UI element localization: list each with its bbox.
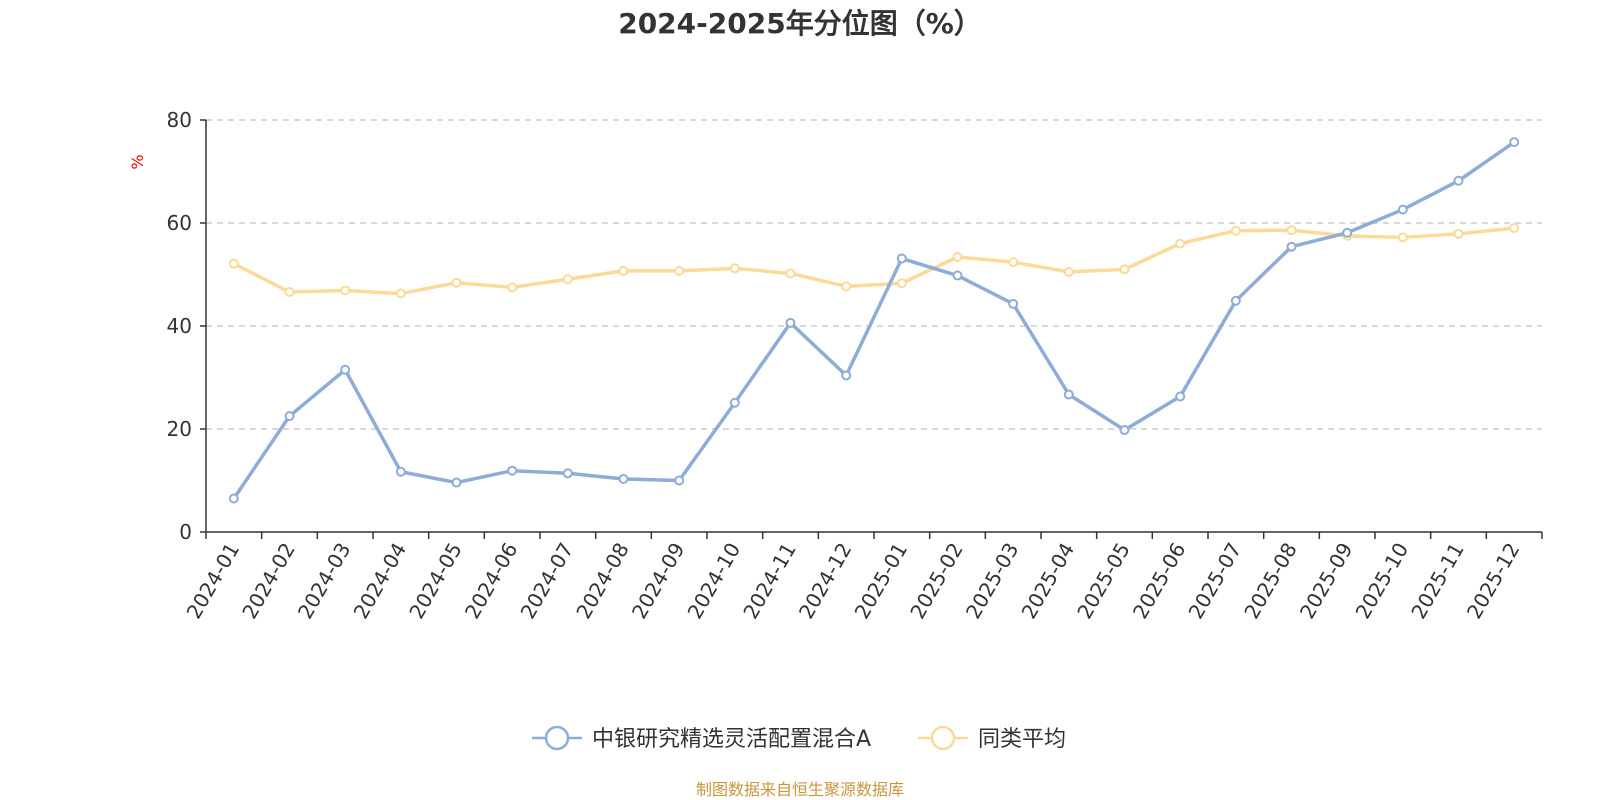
data-point[interactable] [729, 263, 740, 274]
y-tick-label: 20 [167, 417, 192, 441]
data-point[interactable] [1230, 225, 1241, 236]
x-tick-label: 2024-09 [627, 539, 690, 623]
y-tick-label: 80 [167, 108, 192, 132]
x-tick-label: 2024-01 [182, 539, 245, 623]
data-point[interactable] [1286, 225, 1297, 236]
data-point[interactable] [340, 364, 351, 375]
data-point[interactable] [896, 278, 907, 289]
x-tick-label: 2025-12 [1462, 539, 1525, 623]
x-tick-label: 2024-08 [571, 539, 634, 623]
x-tick-label: 2024-03 [293, 539, 356, 623]
x-tick-label: 2024-10 [683, 539, 746, 623]
x-tick-label: 2025-04 [1017, 539, 1080, 623]
data-point[interactable] [674, 265, 685, 276]
grid-lines [206, 119, 1542, 430]
data-point[interactable] [1397, 204, 1408, 215]
y-axis-unit: % [128, 154, 147, 169]
y-tick-label: 40 [167, 314, 192, 338]
x-tick-label: 2025-01 [850, 539, 913, 623]
data-point[interactable] [1063, 266, 1074, 277]
data-point[interactable] [618, 473, 629, 484]
axes: 0204060802024-012024-022024-032024-04202… [167, 108, 1543, 623]
x-tick-label: 2025-09 [1295, 539, 1358, 623]
data-point[interactable] [284, 287, 295, 298]
legend-item-0[interactable]: 中银研究精选灵活配置混合A [532, 725, 871, 752]
data-point[interactable] [729, 397, 740, 408]
x-tick-label: 2025-07 [1184, 539, 1247, 623]
data-point[interactable] [618, 265, 629, 276]
data-point[interactable] [896, 253, 907, 264]
data-point[interactable] [340, 285, 351, 296]
data-point[interactable] [451, 277, 462, 288]
data-point[interactable] [841, 370, 852, 381]
x-tick-label: 2024-12 [794, 539, 857, 623]
legend[interactable]: 中银研究精选灵活配置混合A 同类平均 [532, 725, 1066, 752]
legend-marker [544, 725, 570, 751]
data-point[interactable] [1175, 391, 1186, 402]
x-tick-label: 2024-07 [516, 539, 579, 623]
data-point[interactable] [785, 268, 796, 279]
x-tick-label: 2025-10 [1351, 539, 1414, 623]
data-point[interactable] [1119, 425, 1130, 436]
x-tick-label: 2025-05 [1072, 539, 1135, 623]
data-point[interactable] [562, 274, 573, 285]
data-point[interactable] [952, 270, 963, 281]
series-1 [228, 223, 1520, 299]
data-point[interactable] [1342, 227, 1353, 238]
data-point[interactable] [952, 251, 963, 262]
series-line [233, 226, 1515, 296]
data-point[interactable] [507, 465, 518, 476]
data-point[interactable] [1286, 241, 1297, 252]
data-source-note: 制图数据来自恒生聚源数据库 [696, 780, 904, 799]
legend-item-1[interactable]: 同类平均 [918, 725, 1066, 752]
data-point[interactable] [562, 468, 573, 479]
legend-label: 同类平均 [978, 727, 1066, 752]
x-tick-label: 2024-05 [404, 539, 467, 623]
data-point[interactable] [395, 288, 406, 299]
y-tick-label: 0 [179, 520, 192, 544]
data-point[interactable] [1453, 175, 1464, 186]
data-point[interactable] [1230, 295, 1241, 306]
data-point[interactable] [507, 282, 518, 293]
data-point[interactable] [1175, 238, 1186, 249]
data-point[interactable] [1119, 264, 1130, 275]
data-point[interactable] [1397, 232, 1408, 243]
x-tick-label: 2025-03 [961, 539, 1024, 623]
data-point[interactable] [284, 411, 295, 422]
series-0 [228, 137, 1520, 504]
x-tick-label: 2024-11 [738, 539, 801, 623]
x-tick-label: 2025-08 [1239, 539, 1302, 623]
data-point[interactable] [674, 475, 685, 486]
data-point[interactable] [1453, 228, 1464, 239]
data-point[interactable] [228, 258, 239, 269]
legend-label: 中银研究精选灵活配置混合A [592, 727, 871, 752]
series-line [232, 140, 1516, 500]
x-tick-label: 2025-06 [1128, 539, 1191, 623]
legend-marker [930, 725, 956, 751]
data-point[interactable] [395, 466, 406, 477]
y-tick-label: 60 [167, 211, 192, 235]
data-point[interactable] [785, 317, 796, 328]
data-point[interactable] [841, 281, 852, 292]
series-layer [228, 137, 1520, 504]
x-tick-label: 2024-06 [460, 539, 523, 623]
x-tick-label: 2025-11 [1406, 539, 1469, 623]
data-point[interactable] [1008, 298, 1019, 309]
data-point[interactable] [1008, 257, 1019, 268]
data-point[interactable] [1063, 389, 1074, 400]
data-point[interactable] [1509, 223, 1520, 234]
data-point[interactable] [451, 477, 462, 488]
chart-title: 2024-2025年分位图（%） [618, 7, 982, 40]
data-point[interactable] [1509, 137, 1520, 148]
x-tick-label: 2025-02 [905, 539, 968, 623]
data-point[interactable] [228, 493, 239, 504]
x-tick-label: 2024-04 [349, 539, 412, 623]
x-tick-label: 2024-02 [237, 539, 300, 623]
